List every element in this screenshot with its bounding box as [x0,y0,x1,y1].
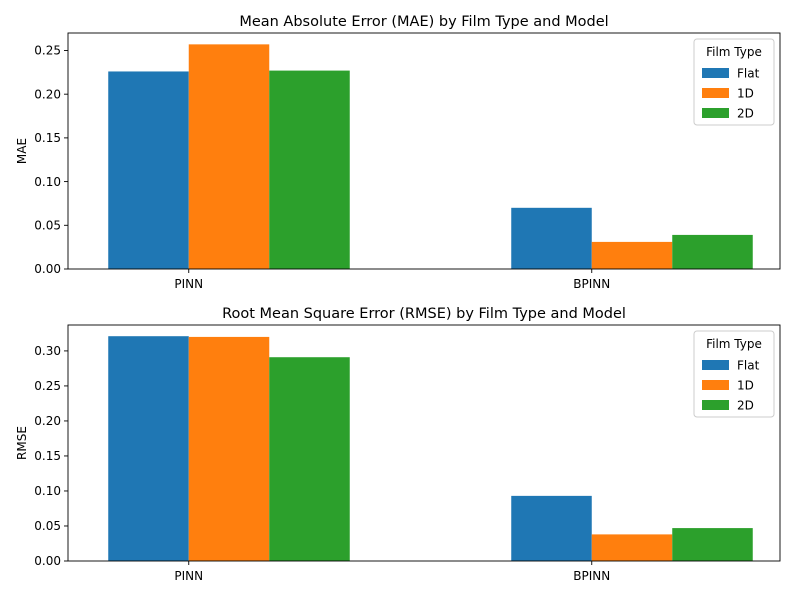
legend-label-flat: Flat [737,359,760,373]
bar-bpinn-1d [591,241,673,269]
bar-pinn-flat [108,71,189,270]
y-tick-label: 0.10 [34,484,61,498]
bar-pinn-2d [269,357,350,561]
y-tick-label: 0.20 [34,414,61,428]
y-axis-label: RMSE [15,426,29,460]
bar-bpinn-flat [511,495,592,561]
y-tick-label: 0.25 [34,44,61,58]
legend-box [693,330,775,418]
axes-frame [67,324,781,562]
legend-swatch-flat [702,360,729,370]
bar-bpinn-flat [511,207,592,269]
chart-title: Root Mean Square Error (RMSE) by Film Ty… [222,306,626,322]
chart-title: Mean Absolute Error (MAE) by Film Type a… [239,14,608,30]
y-tick-label: 0.10 [34,175,61,189]
bar-bpinn-2d [672,234,753,269]
y-tick-label: 0.20 [34,87,61,101]
y-tick-label: 0.00 [34,262,61,276]
axes-frame [67,32,781,270]
bar-bpinn-1d [591,534,673,561]
legend: Film Type Flat 1D 2D [693,330,775,418]
bar-pinn-1d [188,44,270,269]
legend-box [693,38,775,126]
y-axis-label: MAE [15,138,29,164]
legend-label-2d: 2D [737,399,754,413]
chart-panel-rmse: Root Mean Square Error (RMSE) by Film Ty… [15,306,781,583]
legend-label-flat: Flat [737,67,760,81]
legend: Film Type Flat 1D 2D [693,38,775,126]
y-tick-label: 0.00 [34,554,61,568]
legend-label-1d: 1D [737,87,754,101]
y-tick-label: 0.25 [34,379,61,393]
y-tick-label: 0.15 [34,131,61,145]
legend-swatch-1d [702,88,729,98]
legend-label-2d: 2D [737,107,754,121]
bar-pinn-1d [188,336,270,561]
bar-pinn-flat [108,336,189,561]
bar-pinn-2d [269,70,350,269]
y-tick-label: 0.15 [34,449,61,463]
x-tick-label: PINN [174,569,203,583]
x-tick-label: PINN [174,277,203,291]
legend-title: Film Type [706,45,762,59]
legend-label-1d: 1D [737,379,754,393]
legend-swatch-flat [702,68,729,78]
legend-swatch-2d [702,108,729,118]
y-tick-label: 0.05 [34,218,61,232]
y-tick-label: 0.30 [34,344,61,358]
x-tick-label: BPINN [573,569,610,583]
bar-bpinn-2d [672,528,753,561]
x-tick-label: BPINN [573,277,610,291]
legend-swatch-2d [702,400,729,410]
legend-title: Film Type [706,337,762,351]
legend-swatch-1d [702,380,729,390]
y-tick-label: 0.05 [34,519,61,533]
chart-panel-mae: Mean Absolute Error (MAE) by Film Type a… [15,14,781,291]
